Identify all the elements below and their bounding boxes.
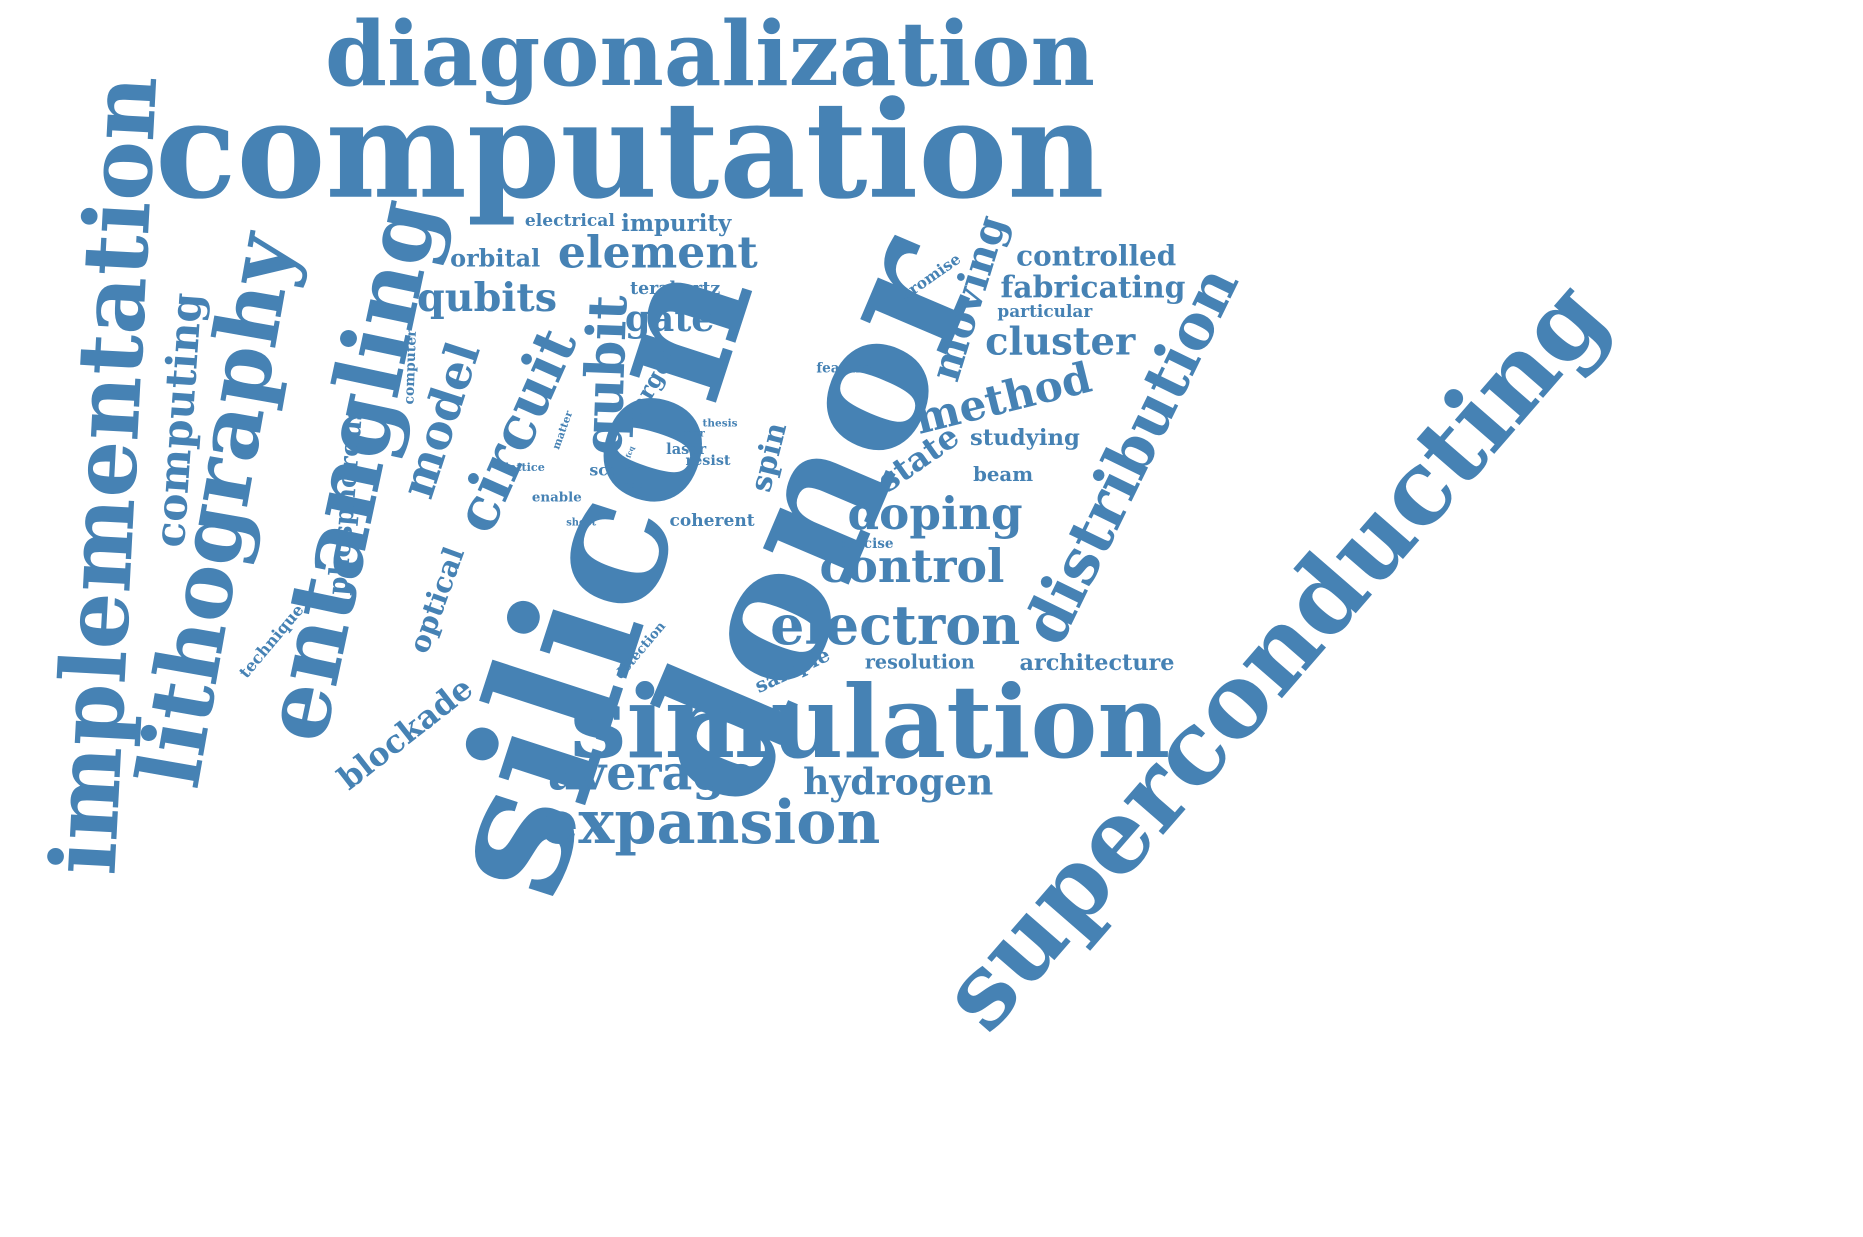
word-terahertz: terahertz bbox=[630, 277, 721, 299]
word-optical: optical bbox=[401, 542, 471, 658]
word-architecture: architecture bbox=[1019, 648, 1175, 676]
word-doping: doping bbox=[847, 486, 1023, 540]
word-cluster: cluster bbox=[985, 318, 1136, 364]
word-order: order bbox=[674, 427, 705, 439]
word-gate: gate bbox=[624, 296, 715, 340]
word-studying: studying bbox=[969, 423, 1080, 451]
word-lattice: lattice bbox=[504, 460, 545, 474]
word-electron: electron bbox=[770, 593, 1021, 657]
word-scale: scale bbox=[589, 460, 635, 480]
word-coherent: coherent bbox=[669, 509, 755, 531]
word-simulation: simulation bbox=[569, 662, 1171, 782]
word-fabricating: fabricating bbox=[1000, 269, 1186, 305]
word-control: control bbox=[819, 538, 1005, 594]
word-resolution: resolution bbox=[864, 650, 975, 674]
word-impurity: impurity bbox=[621, 209, 732, 237]
word-feature: feature bbox=[816, 360, 872, 376]
word-controlled: controlled bbox=[1016, 239, 1177, 273]
word-laser: laser bbox=[666, 440, 707, 458]
word-diagonalization: diagonalization bbox=[324, 1, 1095, 107]
word-computation: computation bbox=[155, 71, 1105, 229]
word-orbital: orbital bbox=[450, 243, 541, 273]
word-expansion: expansion bbox=[540, 786, 881, 858]
word-particular: particular bbox=[997, 301, 1093, 321]
word-thesis: thesis bbox=[702, 416, 738, 430]
word-sheet: sheet bbox=[566, 516, 597, 528]
word-hold: hold bbox=[622, 479, 645, 491]
word-resist: resist bbox=[685, 451, 731, 469]
word-hydrogen: hydrogen bbox=[803, 760, 994, 804]
word-average: average bbox=[547, 744, 756, 802]
word-computer: computer bbox=[400, 329, 420, 405]
word-enable: enable bbox=[531, 489, 582, 505]
word-beam: beam bbox=[973, 462, 1034, 486]
word-precise: precise bbox=[838, 534, 894, 552]
word-element: element bbox=[557, 226, 758, 278]
word-qubits: qubits bbox=[417, 273, 558, 321]
word-electrical: electrical bbox=[524, 209, 615, 231]
